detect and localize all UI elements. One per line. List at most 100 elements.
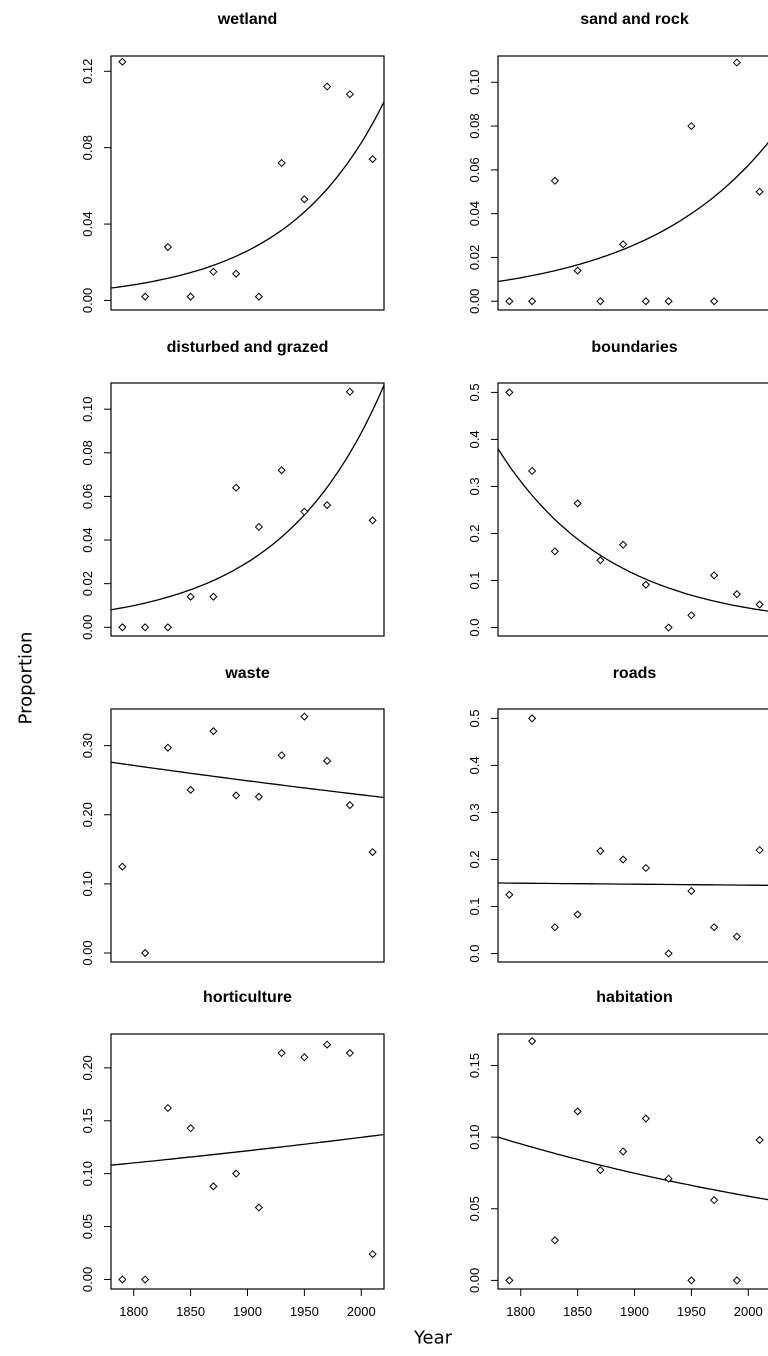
y-tick-label: 0.15	[467, 1053, 482, 1078]
panel-title: disturbed and grazed	[167, 339, 329, 356]
data-point	[619, 240, 628, 249]
y-tick-label: 0.10	[80, 397, 95, 422]
data-point	[573, 266, 582, 275]
data-point	[163, 743, 172, 752]
plot-frame	[497, 708, 768, 963]
panel-title: wetland	[217, 11, 278, 28]
plot-frame	[110, 382, 385, 637]
data-point	[254, 1203, 263, 1212]
x-tick-label: 1950	[677, 1304, 706, 1319]
y-tick-label: 0.00	[80, 288, 95, 313]
data-point	[641, 1114, 650, 1123]
data-point	[687, 886, 696, 896]
data-point	[323, 756, 332, 765]
trend-line	[498, 1136, 768, 1201]
y-tick-label: 0.1	[467, 571, 482, 589]
y-tick-label: 0.10	[467, 1124, 482, 1149]
data-point	[186, 785, 195, 794]
y-tick-label: 0.3	[467, 477, 482, 495]
data-point	[573, 910, 582, 919]
figure-y-axis-label: Proportion	[15, 631, 37, 725]
data-point	[232, 483, 241, 492]
data-point	[277, 158, 286, 168]
data-point	[755, 187, 764, 196]
data-point	[732, 932, 741, 941]
panel-wetland: wetland 0.00 0.04 0.08 0.12	[80, 11, 385, 313]
data-point	[664, 623, 673, 632]
data-point	[254, 522, 263, 532]
data-point	[209, 592, 218, 601]
data-point	[163, 1103, 172, 1113]
data-point	[254, 292, 263, 301]
data-point	[141, 948, 150, 958]
data-point	[641, 580, 650, 589]
data-point	[505, 890, 514, 899]
data-point	[118, 623, 127, 632]
data-point	[550, 1236, 559, 1245]
trend-line	[498, 882, 768, 886]
data-point	[141, 623, 150, 632]
y-tick-label: 0.04	[80, 211, 95, 236]
data-point	[505, 297, 514, 306]
data-point	[163, 623, 172, 632]
data-point	[323, 501, 332, 510]
data-point	[345, 90, 354, 99]
data-point	[232, 1169, 241, 1178]
y-tick-label: 0.00	[80, 1267, 95, 1292]
y-tick-label: 0.08	[80, 135, 95, 160]
data-point	[641, 297, 650, 306]
data-point	[619, 1147, 628, 1156]
data-point	[505, 1276, 514, 1285]
y-tick-label: 0.30	[80, 733, 95, 758]
y-tick-label: 0.4	[467, 430, 482, 448]
data-point	[550, 176, 559, 185]
x-tick-label: 1900	[233, 1304, 262, 1319]
data-point	[664, 297, 673, 306]
y-tick-label: 0.12	[80, 59, 95, 84]
data-point	[368, 847, 377, 857]
data-point	[664, 949, 673, 958]
data-point	[550, 547, 559, 556]
data-point	[755, 845, 764, 855]
panel-waste: waste 0.00 0.10 0.20 0.30	[80, 665, 385, 966]
y-tick-label: 0.06	[80, 484, 95, 509]
data-point	[186, 292, 195, 301]
data-point	[368, 1249, 377, 1259]
y-tick-label: 0.20	[80, 802, 95, 827]
data-point	[368, 155, 377, 164]
trend-line	[111, 101, 384, 289]
panel-roads: roads 0.0 0.1 0.2 0.3 0.4 0.5	[467, 665, 768, 963]
panel-boundaries: boundaries 0.0 0.1 0.2 0.3 0.4 0.5	[467, 339, 768, 637]
y-tick-label: 0.5	[467, 709, 482, 727]
data-point	[345, 800, 354, 810]
data-point	[209, 267, 218, 276]
panel-sand-and-rock: sand and rock 0.00 0.02 0.04 0.06 0.08 0.10	[467, 11, 768, 314]
y-tick-label: 0.4	[467, 756, 482, 774]
data-point	[596, 846, 605, 856]
trend-line	[111, 384, 384, 611]
data-point	[368, 516, 377, 525]
panel-title: horticulture	[203, 989, 292, 1006]
data-point	[232, 791, 241, 800]
panel-title: roads	[613, 665, 657, 682]
y-tick-label: 0.08	[80, 440, 95, 465]
data-point	[186, 1124, 195, 1133]
data-point	[300, 1053, 309, 1062]
data-point	[505, 388, 514, 397]
x-tick-label: 1800	[506, 1304, 535, 1319]
data-point	[209, 727, 218, 736]
y-tick-label: 0.02	[467, 245, 482, 270]
y-tick-label: 0.05	[467, 1196, 482, 1221]
y-tick-label: 0.00	[80, 615, 95, 640]
y-tick-label: 0.05	[80, 1214, 95, 1239]
plot-frame	[110, 55, 385, 311]
data-point	[528, 466, 537, 476]
data-point	[596, 297, 605, 306]
panel-horticulture: horticulture 0.00 0.05 0.10 0.15 0.20 1800 1850…	[80, 989, 385, 1319]
data-point	[528, 1037, 537, 1046]
data-point	[687, 1276, 696, 1285]
panel-title: habitation	[596, 989, 672, 1006]
data-point	[345, 387, 354, 396]
y-tick-label: 0.2	[467, 850, 482, 868]
data-point	[732, 1276, 741, 1285]
